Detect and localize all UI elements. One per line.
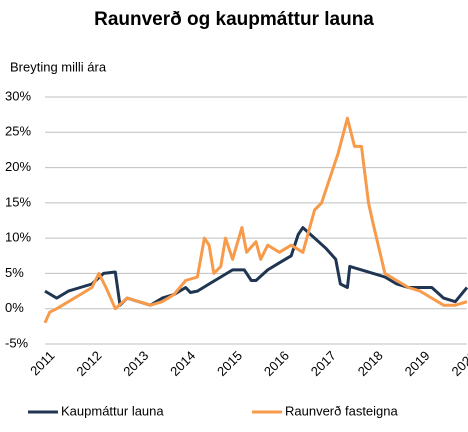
chart-title: Raunverð og kaupmáttur launa [94,9,374,30]
x-tick-label: 2012 [73,348,104,379]
x-tick-label: 2019 [402,348,433,379]
y-tick-label: 15% [5,194,31,209]
y-tick-label: 25% [5,124,31,139]
y-tick-label: 0% [5,300,24,315]
x-tick-label: 2017 [308,348,339,379]
data-line [43,116,468,324]
legend-label: Raunverð fasteigna [285,403,399,418]
x-tick-label: 2011 [27,348,57,378]
y-tick-label: 30% [5,88,31,103]
y-axis-label: Breyting milli ára [10,59,107,74]
x-tick-label: 2014 [167,348,198,379]
x-tick-label: 2013 [120,348,151,379]
x-tick-label: 2015 [214,348,245,379]
x-tick-label: 2016 [261,348,292,379]
y-tick-label: 10% [5,230,31,245]
y-tick-label: 5% [5,265,24,280]
legend-label: Kaupmáttur launa [61,403,164,418]
x-tick-label: 2020 [448,348,468,379]
x-tick-label: 2018 [355,348,386,379]
y-tick-label: -5% [5,335,29,350]
y-tick-label: 20% [5,159,31,174]
